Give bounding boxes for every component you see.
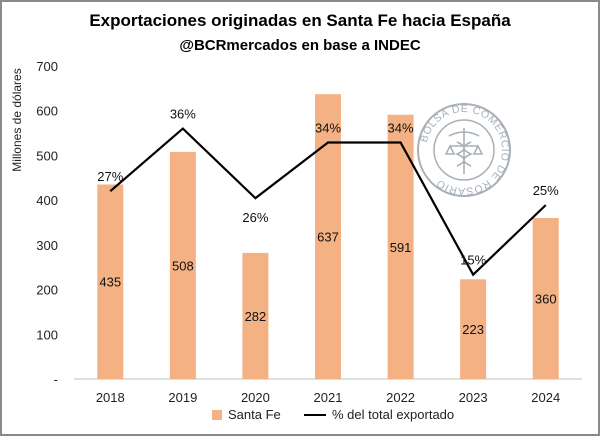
bar — [242, 252, 269, 379]
x-tick-label: 2024 — [531, 390, 560, 405]
line-data-label: 27% — [97, 169, 123, 184]
legend-label-bar: Santa Fe — [228, 407, 281, 422]
chart-title: Exportaciones originadas en Santa Fe hac… — [89, 11, 511, 30]
bcr-watermark-seal: BOLSA DE COMERCIO DE ROSARIO — [417, 103, 511, 197]
y-tick-label: 500 — [36, 148, 58, 163]
y-tick-label: - — [54, 372, 58, 387]
line-data-labels: 27% 36% 26% 34% 34% 15% 25% — [97, 107, 559, 268]
line-data-label: 15% — [460, 253, 486, 268]
x-tick-label: 2020 — [241, 390, 270, 405]
chart-subtitle: @BCRmercados en base a INDEC — [179, 37, 421, 54]
bar-data-label: 360 — [535, 292, 557, 307]
y-axis-ticks: - 100 200 300 400 500 600 700 — [36, 59, 58, 387]
y-tick-label: 600 — [36, 104, 58, 119]
y-axis-label: Millones de dólares — [10, 68, 24, 171]
chart-svg: Exportaciones originadas en Santa Fe hac… — [10, 11, 582, 422]
bar — [460, 279, 487, 379]
line-data-label: 26% — [242, 210, 268, 225]
bar-data-label: 282 — [245, 309, 267, 324]
y-tick-label: 200 — [36, 283, 58, 298]
y-tick-label: 300 — [36, 238, 58, 253]
legend-swatch-bar — [212, 410, 222, 420]
x-tick-label: 2019 — [168, 390, 197, 405]
line-data-label: 36% — [170, 107, 196, 122]
x-axis-ticks: 2018 2019 2020 2021 2022 2023 2024 — [96, 390, 560, 405]
bar — [169, 151, 196, 379]
bar-data-label: 435 — [99, 275, 121, 290]
y-tick-label: 100 — [36, 327, 58, 342]
seal-outer-ring — [417, 103, 511, 197]
chart-legend: Santa Fe % del total exportado — [212, 407, 454, 422]
line-data-label: 34% — [388, 121, 414, 136]
bar-data-label: 508 — [172, 258, 194, 273]
line-path — [109, 127, 547, 277]
y-tick-label: 400 — [36, 193, 58, 208]
legend-label-line: % del total exportado — [332, 407, 454, 422]
seal-inner-ring — [433, 119, 495, 181]
x-tick-label: 2021 — [314, 390, 343, 405]
line-data-label: 34% — [315, 121, 341, 136]
bar-data-label: 223 — [462, 322, 484, 337]
line-data-label: 25% — [533, 183, 559, 198]
bar — [97, 184, 124, 379]
x-tick-label: 2022 — [386, 390, 415, 405]
bar-data-label: 591 — [390, 240, 412, 255]
bar-data-label: 637 — [317, 230, 339, 245]
x-tick-label: 2018 — [96, 390, 125, 405]
bar-data-labels: 435 508 282 637 591 223 360 — [99, 230, 556, 338]
caduceus-seal-icon — [444, 128, 484, 174]
x-tick-label: 2023 — [459, 390, 488, 405]
bar — [532, 218, 559, 379]
y-tick-label: 700 — [36, 59, 58, 74]
line-series — [109, 127, 547, 277]
